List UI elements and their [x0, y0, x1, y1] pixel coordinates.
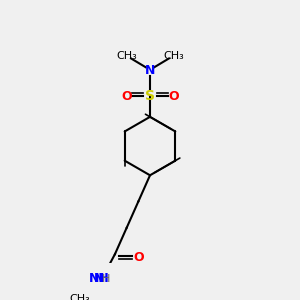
Text: N: N — [94, 272, 104, 286]
Text: O: O — [133, 250, 144, 264]
Text: NH: NH — [88, 272, 109, 286]
Text: O: O — [121, 90, 132, 103]
Text: S: S — [145, 89, 155, 103]
Text: CH₃: CH₃ — [163, 50, 184, 61]
Text: CH₃: CH₃ — [70, 294, 90, 300]
Text: N: N — [145, 64, 155, 76]
Text: O: O — [168, 90, 179, 103]
Text: CH₃: CH₃ — [116, 50, 137, 61]
Text: H: H — [102, 274, 110, 284]
